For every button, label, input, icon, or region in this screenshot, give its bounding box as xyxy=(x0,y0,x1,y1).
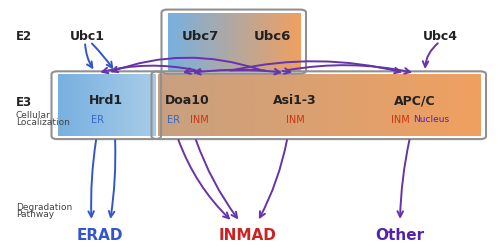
Text: Localization: Localization xyxy=(16,118,70,127)
Text: E3: E3 xyxy=(16,96,32,109)
Text: Ubc4: Ubc4 xyxy=(422,30,458,43)
Text: INM: INM xyxy=(190,115,208,125)
Text: INM: INM xyxy=(286,115,304,125)
Text: Ubc6: Ubc6 xyxy=(254,30,291,43)
Text: Degradation: Degradation xyxy=(16,203,72,212)
Text: Doa10: Doa10 xyxy=(165,94,210,107)
Text: Hrd1: Hrd1 xyxy=(89,94,123,107)
Text: Ubc1: Ubc1 xyxy=(70,30,105,43)
Text: INM: INM xyxy=(390,115,409,125)
Text: Other: Other xyxy=(376,228,424,243)
Text: APC/C: APC/C xyxy=(394,94,436,107)
Text: ER: ER xyxy=(91,115,104,125)
Text: Nucleus: Nucleus xyxy=(413,115,449,124)
Text: ER: ER xyxy=(168,115,180,125)
Text: INMAD: INMAD xyxy=(218,228,276,243)
Text: E2: E2 xyxy=(16,30,32,43)
Text: Cellular: Cellular xyxy=(16,111,51,120)
Text: Ubc7: Ubc7 xyxy=(182,30,218,43)
Text: ERAD: ERAD xyxy=(77,228,123,243)
Text: Pathway: Pathway xyxy=(16,210,54,219)
Text: Asi1-3: Asi1-3 xyxy=(273,94,317,107)
